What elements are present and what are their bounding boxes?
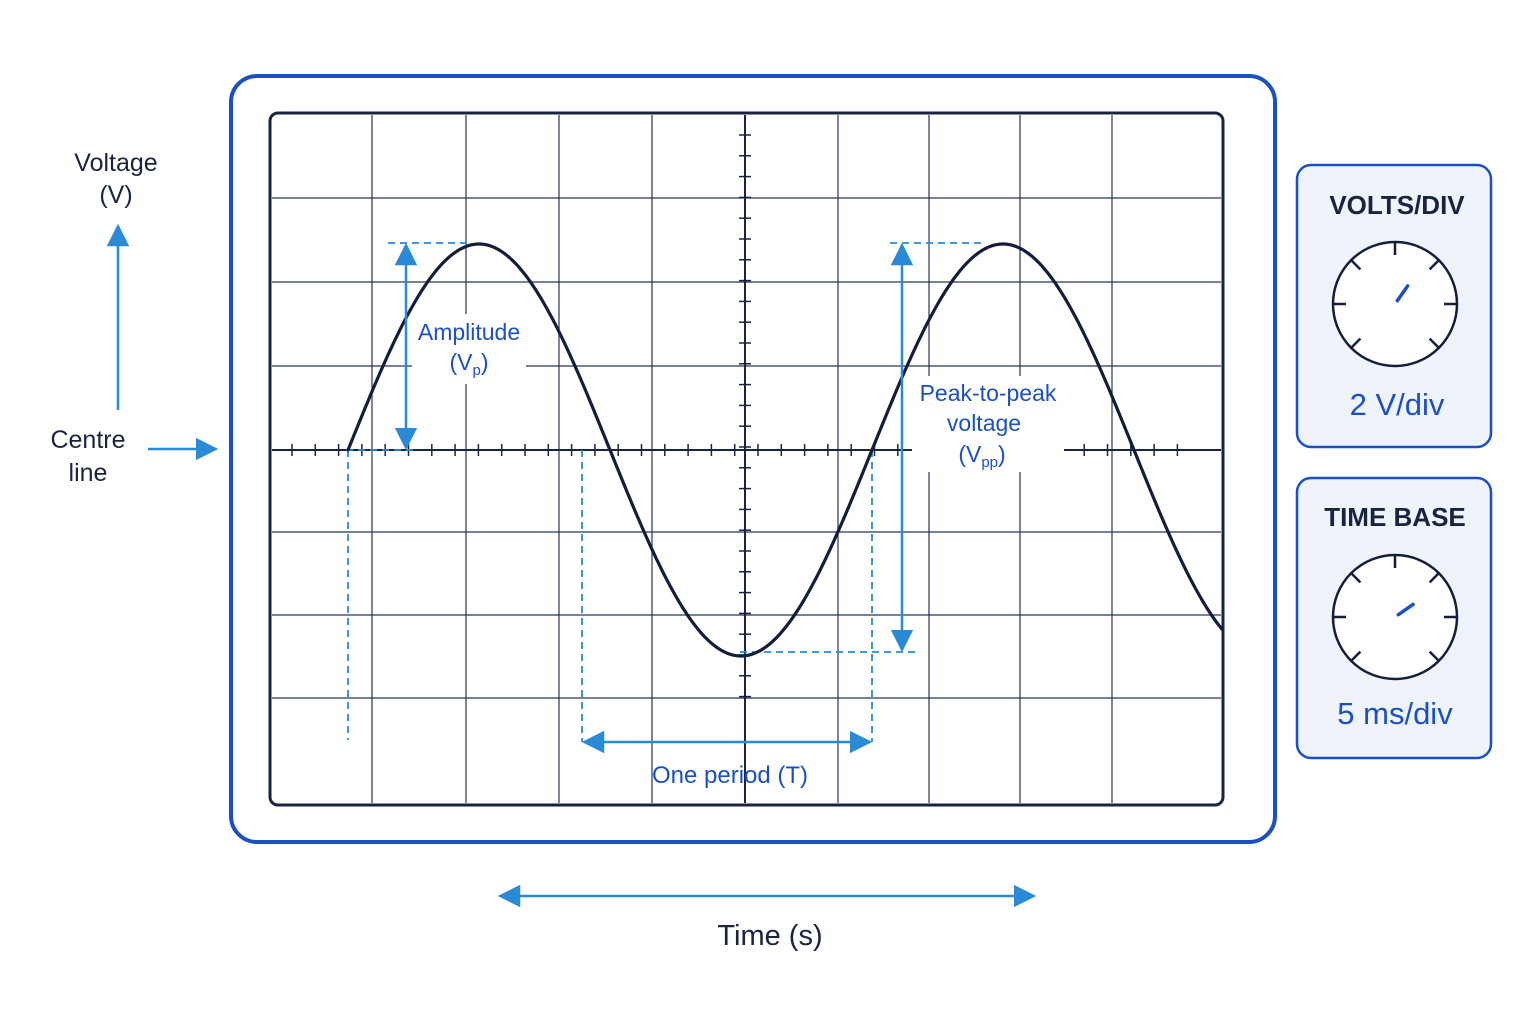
time-axis-label: Time (s) [717, 920, 822, 952]
measurement-arrows [394, 242, 914, 754]
amplitude-label: Amplitude [418, 319, 520, 345]
volts-div-value: 2 V/div [1350, 387, 1445, 422]
dial-tick [1350, 650, 1362, 662]
amplitude-symbol: (Vp) [449, 349, 488, 379]
dial-pointer [1395, 284, 1410, 303]
dial-tick [1350, 337, 1362, 349]
voltage-axis-label: Voltage [74, 149, 157, 177]
time-base-panel: TIME BASE 5 ms/div [1295, 476, 1493, 760]
volts-div-knob-icon[interactable] [1331, 240, 1459, 368]
peak-to-peak-label: Peak-to-peak [920, 380, 1057, 406]
peak-to-peak-label-line2: voltage [947, 410, 1021, 436]
peak-to-peak-symbol: (Vpp) [958, 441, 1005, 471]
centre-line-label: Centre [50, 426, 125, 454]
time-base-knob-icon[interactable] [1331, 553, 1459, 681]
voltage-axis-unit: (V) [99, 181, 132, 209]
volts-div-title: VOLTS/DIV [1329, 190, 1465, 220]
dial-tick [1350, 572, 1362, 584]
dial-tick [1428, 337, 1440, 349]
centre-axes [272, 115, 1221, 803]
dial-tick [1428, 259, 1440, 271]
time-base-value: 5 ms/div [1337, 696, 1453, 731]
period-label: One period (T) [652, 762, 808, 789]
dial-tick [1428, 650, 1440, 662]
dial-tick [1428, 572, 1440, 584]
time-base-title: TIME BASE [1324, 502, 1466, 532]
oscilloscope-screen [268, 111, 1225, 807]
dial-pointer [1396, 602, 1415, 617]
sine-wave-trace [346, 242, 1224, 658]
volts-div-panel: VOLTS/DIV 2 V/div [1295, 163, 1493, 449]
dial-tick [1350, 259, 1362, 271]
centre-line-label-line2: line [69, 459, 108, 487]
